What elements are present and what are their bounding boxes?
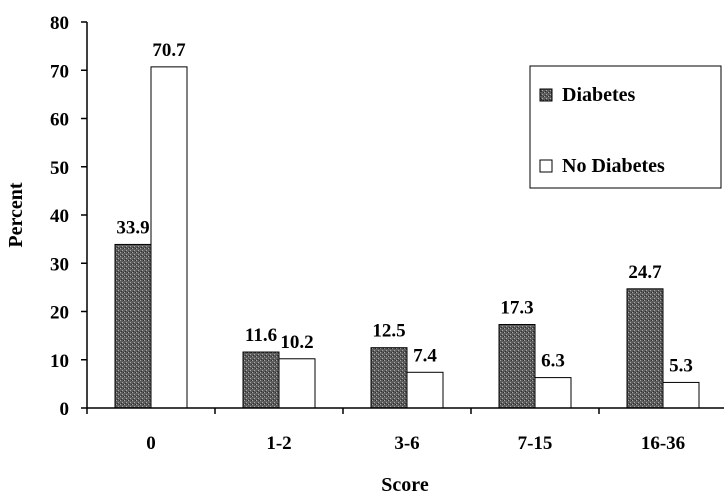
x-tick-label-7-15: 7-15 — [518, 433, 553, 454]
bar-no-diabetes-16-36 — [662, 381, 700, 409]
data-label-no-diabetes-3-6: 7.4 — [413, 345, 437, 366]
legend-label-no-diabetes: No Diabetes — [562, 155, 665, 177]
y-tick-label-40: 40 — [50, 206, 69, 227]
y-tick-label-80: 80 — [50, 13, 69, 34]
x-tick-label-0: 0 — [146, 433, 156, 454]
data-label-diabetes-0: 33.9 — [116, 217, 149, 238]
bar-no-diabetes-1-2 — [278, 358, 316, 409]
y-axis-title: Percent — [5, 182, 27, 247]
data-label-diabetes-3-6: 12.5 — [372, 321, 405, 342]
bar-diabetes-0 — [114, 243, 152, 409]
y-tick-label-70: 70 — [50, 61, 69, 82]
y-tick-label-50: 50 — [50, 158, 69, 179]
data-labels-group: 33.9 70.7 11.6 10.2 12.5 7.4 17.3 6.3 24.7 5.3 — [116, 40, 693, 377]
y-tick-label-0: 0 — [60, 399, 70, 420]
bar-diabetes-1-2 — [242, 351, 280, 409]
bars-group — [114, 66, 700, 409]
legend-swatch-diabetes — [539, 88, 553, 102]
data-label-no-diabetes-16-36: 5.3 — [669, 355, 693, 376]
data-label-diabetes-16-36: 24.7 — [628, 262, 662, 283]
y-tick-label-10: 10 — [50, 351, 69, 372]
data-label-no-diabetes-7-15: 6.3 — [541, 351, 565, 372]
data-label-no-diabetes-1-2: 10.2 — [280, 332, 313, 353]
y-axis-ticks: 0 10 20 30 40 50 60 70 80 — [50, 13, 87, 420]
y-tick-label-20: 20 — [50, 303, 69, 324]
x-tick-label-3-6: 3-6 — [394, 433, 419, 454]
y-tick-label-60: 60 — [50, 110, 69, 131]
y-tick-label-30: 30 — [50, 254, 69, 275]
data-label-diabetes-7-15: 17.3 — [500, 298, 533, 319]
bar-no-diabetes-7-15 — [534, 377, 572, 409]
bar-no-diabetes-0 — [150, 66, 188, 409]
legend-swatch-no-diabetes — [539, 159, 553, 173]
legend-box — [529, 65, 722, 189]
data-label-no-diabetes-0: 70.7 — [152, 40, 186, 61]
x-axis-ticks: 0 1-2 3-6 7-15 16-36 — [86, 408, 685, 454]
x-axis-title: Score — [381, 474, 429, 496]
bar-no-diabetes-3-6 — [406, 371, 444, 409]
bar-diabetes-7-15 — [498, 324, 536, 409]
x-tick-label-1-2: 1-2 — [266, 433, 291, 454]
legend-label-diabetes: Diabetes — [562, 84, 636, 106]
bar-diabetes-16-36 — [626, 288, 664, 409]
legend: Diabetes No Diabetes — [529, 65, 722, 189]
x-tick-label-16-36: 16-36 — [641, 433, 685, 454]
bar-diabetes-3-6 — [370, 347, 408, 409]
data-label-diabetes-1-2: 11.6 — [245, 325, 277, 346]
